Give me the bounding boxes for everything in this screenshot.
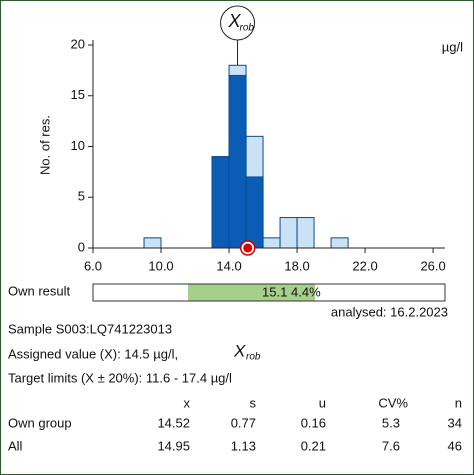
x-tick-label: 14.0 (216, 258, 241, 273)
y-tick-label: 15 (71, 87, 85, 102)
sample: Sample S003:LQ741223013 (8, 321, 172, 336)
row-label: All (8, 438, 23, 453)
target-band (188, 284, 315, 301)
table-header: n (455, 395, 462, 410)
own-result-deviation: 4.4% (291, 284, 321, 299)
unit-label: µg/l (442, 39, 463, 54)
y-tick-label: 5 (78, 189, 85, 204)
own-result-label: Own result (8, 283, 71, 298)
assigned-symbol: X (233, 341, 246, 360)
bar (262, 237, 281, 249)
marker-subscript: rob (240, 23, 255, 34)
bar (279, 217, 298, 249)
y-tick-label: 20 (71, 36, 85, 51)
row-label: Own group (8, 415, 72, 430)
y-tick-label: 10 (71, 138, 85, 153)
bar (296, 217, 315, 249)
bar (143, 237, 162, 249)
assigned-value: Assigned value (X): 14.5 µg/l, (8, 346, 178, 361)
table-cell: 5.3 (382, 415, 400, 430)
x-tick-label: 10.0 (148, 258, 173, 273)
y-tick-label: 0 (78, 239, 85, 254)
y-axis-title: No. of res. (37, 115, 52, 175)
table-header: x (184, 395, 191, 410)
table-header: CV% (378, 395, 408, 410)
table-cell: 7.6 (382, 438, 400, 453)
bar (211, 156, 230, 249)
bar (330, 237, 349, 249)
x-tick-label: 22.0 (352, 258, 377, 273)
own-result-dot (243, 243, 253, 253)
histogram: 0 5 10 15 20 6.0 10.0 14.0 18.0 22.0 26.0 No. of re… (37, 5, 463, 273)
table-cell: 0.21 (301, 438, 326, 453)
marker-symbol: X (228, 11, 242, 31)
own-result-value: 15.1 (262, 284, 287, 299)
analysed-date: analysed: 16.2.2023 (331, 304, 448, 319)
table-cell: 14.95 (157, 438, 190, 453)
x-tick-label: 18.0 (284, 258, 309, 273)
table-cell: 1.13 (231, 438, 256, 453)
bar (245, 176, 264, 249)
table-header: u (319, 395, 326, 410)
x-tick-label: 26.0 (420, 258, 445, 273)
target-limits: Target limits (X ± 20%): 11.6 - 17.4 µg/… (8, 370, 232, 385)
x-tick-label: 6.0 (84, 258, 102, 273)
table-cell: 34 (448, 415, 462, 430)
bar (228, 74, 247, 249)
table-cell: 0.77 (231, 415, 256, 430)
table-cell: 46 (448, 438, 462, 453)
stats-table: x s u CV% n Own group 14.52 0.77 0.16 5.3 34 All 14.… (8, 395, 462, 453)
table-cell: 0.16 (301, 415, 326, 430)
assigned-subscript: rob (246, 352, 261, 363)
table-header: s (250, 395, 257, 410)
table-cell: 14.52 (157, 415, 190, 430)
assigned-marker (220, 5, 256, 41)
